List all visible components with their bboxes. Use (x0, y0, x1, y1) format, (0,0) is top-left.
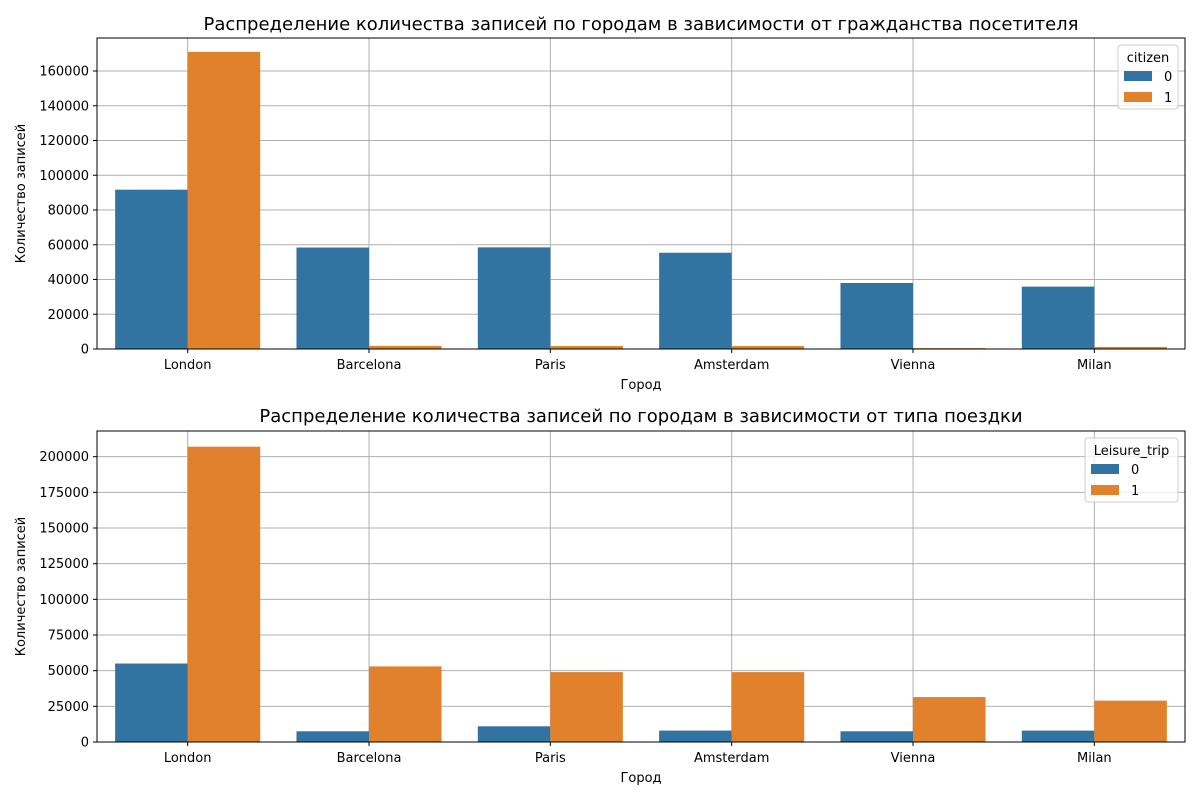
y-tick-label: 0 (81, 736, 89, 751)
bar-milan-series-0 (1021, 730, 1095, 742)
y-tick-label: 160000 (39, 65, 89, 80)
y-tick-label: 50000 (48, 664, 89, 679)
chart-leisure-trip: 0 25000 50000 75000 100000 125000 150000 175000… (14, 406, 1186, 786)
bar-paris-series-0 (477, 726, 551, 742)
x-tick-label-milan: Milan (1077, 358, 1112, 373)
bar-london-series-1 (187, 51, 261, 349)
legend-title: citizen (1127, 51, 1170, 66)
y-tick-label: 120000 (39, 134, 89, 149)
legend-label-1: 1 (1164, 91, 1172, 106)
legend: citizen 0 1 (1117, 44, 1179, 110)
bar-barcelona-series-1 (369, 666, 442, 742)
bar-paris-series-0 (477, 247, 551, 349)
y-tick-label: 200000 (39, 450, 89, 465)
x-tick-label-barcelona: Barcelona (337, 358, 402, 373)
legend: Leisure_trip 0 1 (1084, 437, 1179, 503)
y-tick-label: 40000 (48, 273, 89, 288)
x-axis-label: Город (620, 771, 661, 786)
y-tick-label: 100000 (39, 593, 89, 608)
x-tick-label-vienna: Vienna (891, 751, 936, 766)
x-tick-label-milan: Milan (1077, 751, 1112, 766)
bar-amsterdam-series-0 (659, 252, 732, 349)
bar-milan-series-0 (1021, 286, 1095, 349)
bar-amsterdam-series-1 (731, 672, 805, 742)
bar-london-series-0 (115, 189, 188, 349)
axes-frame (96, 430, 1186, 743)
y-tick-label: 80000 (48, 204, 89, 219)
y-tick-label: 20000 (48, 308, 89, 323)
x-tick-label-london: London (164, 751, 212, 766)
bar-vienna-series-1 (913, 697, 986, 742)
y-tick-label: 125000 (39, 557, 89, 572)
y-tick-label: 140000 (39, 99, 89, 114)
x-tick-label-amsterdam: Amsterdam (694, 358, 769, 373)
bar-london-series-1 (187, 446, 261, 742)
legend-label-1: 1 (1131, 484, 1139, 499)
bar-barcelona-series-1 (369, 345, 442, 349)
y-axis-label: Количество записей (14, 124, 29, 264)
bar-milan-series-1 (1094, 346, 1167, 349)
y-tick-label: 75000 (48, 629, 89, 644)
bar-vienna-series-0 (840, 731, 913, 742)
bar-milan-series-1 (1094, 700, 1167, 742)
bar-vienna-series-0 (840, 282, 913, 349)
y-tick-label: 150000 (39, 522, 89, 537)
y-tick-label: 175000 (39, 486, 89, 501)
legend-swatch-0 (1091, 464, 1119, 474)
axes-frame (96, 37, 1186, 350)
bar-amsterdam-series-0 (659, 730, 732, 742)
bar-paris-series-1 (550, 346, 623, 349)
x-axis-label: Город (620, 378, 661, 393)
bar-barcelona-series-0 (296, 731, 369, 742)
x-tick-label-london: London (164, 358, 212, 373)
bar-amsterdam-series-1 (731, 346, 805, 349)
chart-title: Распределение количества записей по горо… (259, 406, 1022, 427)
legend-label-0: 0 (1131, 463, 1139, 478)
y-tick-label: 100000 (39, 169, 89, 184)
bar-london-series-0 (115, 663, 188, 742)
bar-barcelona-series-0 (296, 247, 369, 349)
chart-citizen: 0 20000 40000 60000 80000 100000 120000 140000 1… (14, 14, 1186, 393)
y-tick-label: 0 (81, 343, 89, 358)
x-tick-label-vienna: Vienna (891, 358, 936, 373)
y-axis-label: Количество записей (14, 517, 29, 657)
y-tick-label: 25000 (48, 700, 89, 715)
legend-swatch-0 (1124, 71, 1152, 81)
x-tick-label-paris: Paris (535, 751, 566, 766)
legend-swatch-1 (1091, 485, 1119, 495)
legend-label-0: 0 (1164, 70, 1172, 85)
y-tick-label: 60000 (48, 238, 89, 253)
chart-title: Распределение количества записей по горо… (204, 14, 1079, 35)
x-tick-label-amsterdam: Amsterdam (694, 751, 769, 766)
x-tick-label-paris: Paris (535, 358, 566, 373)
legend-swatch-1 (1124, 92, 1152, 102)
bar-paris-series-1 (550, 672, 623, 742)
legend-title: Leisure_trip (1094, 444, 1170, 459)
x-tick-label-barcelona: Barcelona (337, 751, 402, 766)
